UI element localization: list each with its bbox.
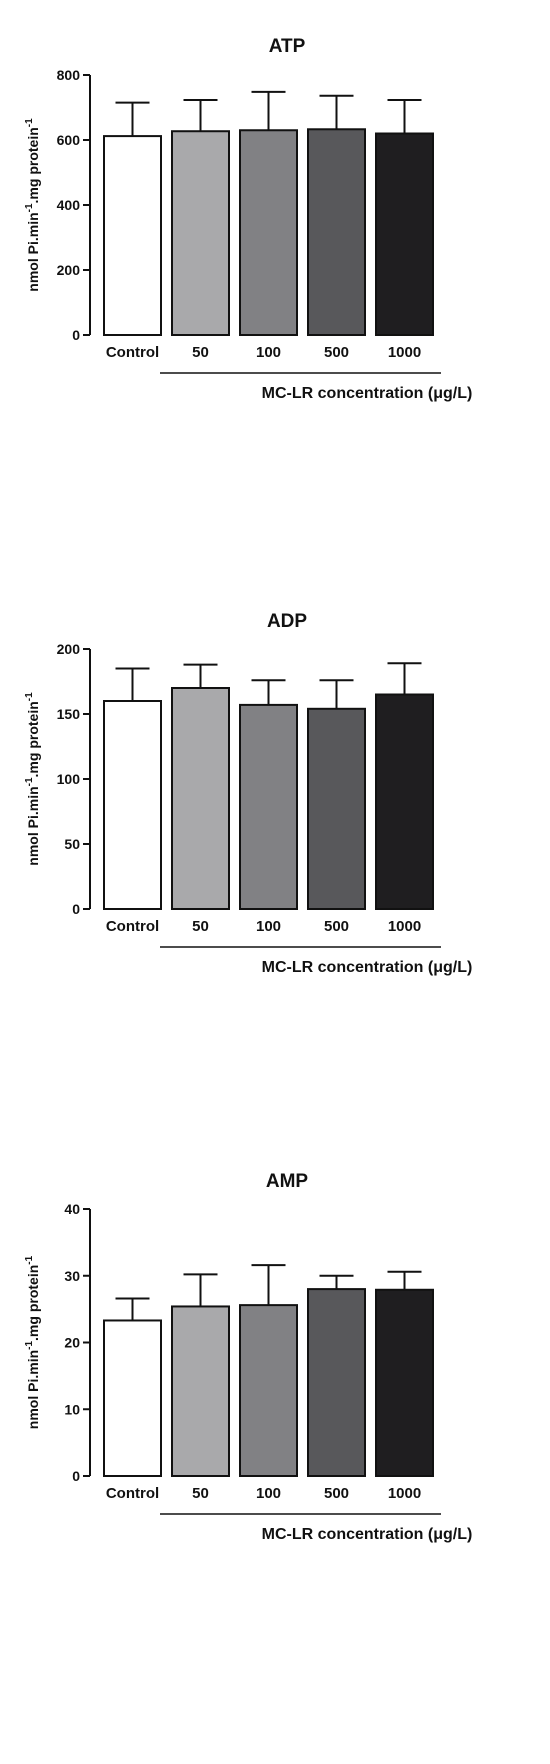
y-tick-label: 30 (64, 1268, 80, 1284)
y-tick-label: 200 (57, 641, 81, 657)
y-tick-label: 400 (57, 197, 81, 213)
chart-atp: ATP 0 200 400 600 800 nmol Pi.min-1.mg protein… (24, 36, 472, 402)
y-axis-label: nmol Pi.min-1.mg protein-1 (24, 692, 41, 866)
y-axis-label: nmol Pi.min-1.mg protein-1 (24, 118, 41, 292)
y-tick-label: 200 (57, 262, 81, 278)
bar-500 (307, 128, 366, 336)
y-tick-label: 0 (72, 327, 80, 343)
bar-500 (307, 707, 366, 910)
category-label: Control (106, 344, 159, 361)
bar-100 (239, 1304, 298, 1477)
category-label: 1000 (388, 918, 421, 935)
category-label: 500 (324, 1485, 349, 1502)
y-tick-label: 150 (57, 706, 81, 722)
bar-100 (239, 129, 298, 336)
y-tick-label: 0 (72, 1468, 80, 1484)
bar-control (103, 700, 162, 910)
bar-100 (239, 703, 298, 911)
bar-1000 (375, 132, 434, 336)
category-label: Control (106, 1485, 159, 1502)
bar-50 (171, 130, 230, 336)
y-tick-label: 50 (64, 836, 80, 852)
chart-title: ATP (269, 36, 306, 57)
y-tick-label: 20 (64, 1335, 80, 1351)
y-axis-label: nmol Pi.min-1.mg protein-1 (24, 1255, 41, 1429)
category-label: 50 (192, 918, 209, 935)
category-label: 1000 (388, 344, 421, 361)
category-label: 100 (256, 344, 281, 361)
x-axis-label: MC-LR concentration (μg/L) (262, 1526, 473, 1543)
y-tick-label: 0 (72, 901, 80, 917)
category-label: 1000 (388, 1485, 421, 1502)
bar-control (103, 1319, 162, 1478)
category-label: Control (106, 918, 159, 935)
y-tick-label: 600 (57, 132, 81, 148)
category-label: 100 (256, 918, 281, 935)
bar-1000 (375, 693, 434, 910)
y-tick-label: 40 (64, 1201, 80, 1217)
bar-control (103, 135, 162, 336)
bar-50 (171, 687, 230, 910)
category-label: 500 (324, 918, 349, 935)
chart-title: ADP (267, 611, 307, 632)
x-axis-label: MC-LR concentration (μg/L) (262, 959, 473, 976)
category-label: 50 (192, 344, 209, 361)
bar-500 (307, 1288, 366, 1477)
y-tick-label: 100 (57, 771, 81, 787)
chart-adp: ADP 0 50 100 150 200 nmol Pi.min-1.mg protein-… (24, 611, 472, 976)
y-tick-label: 800 (57, 67, 81, 83)
chart-title: AMP (266, 1171, 309, 1192)
bar-50 (171, 1305, 230, 1477)
bar-1000 (375, 1288, 434, 1477)
category-label: 100 (256, 1485, 281, 1502)
category-label: 500 (324, 344, 349, 361)
category-label: 50 (192, 1485, 209, 1502)
chart-amp: AMP 0 10 20 30 40 nmol Pi.min-1.mg protein-1 Co… (24, 1171, 472, 1543)
x-axis-label: MC-LR concentration (μg/L) (262, 385, 473, 402)
y-tick-label: 10 (64, 1401, 80, 1417)
